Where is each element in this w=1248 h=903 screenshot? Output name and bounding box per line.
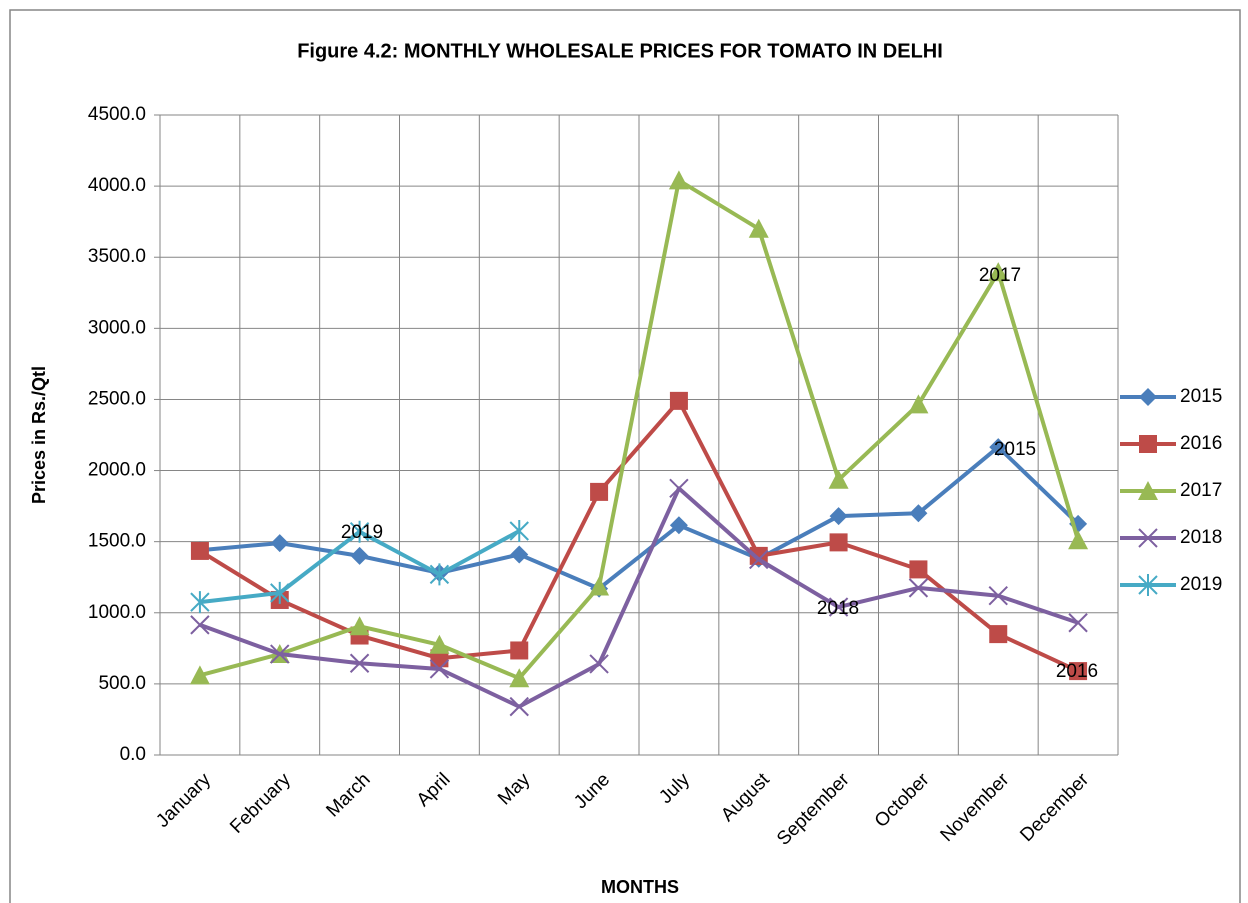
annotation: 2018 xyxy=(817,598,859,619)
point xyxy=(190,541,209,560)
y-axis-label: Prices in Rs./Qtl xyxy=(29,366,49,504)
y-tick-label: 3000.0 xyxy=(88,317,146,338)
y-tick-label: 1000.0 xyxy=(88,602,146,623)
series-line xyxy=(199,445,1080,591)
point xyxy=(1068,613,1088,633)
point xyxy=(349,653,370,673)
point xyxy=(509,696,529,717)
point xyxy=(510,545,529,564)
point xyxy=(909,560,928,579)
point xyxy=(829,507,848,526)
point xyxy=(909,504,928,523)
legend-label: 2017 xyxy=(1180,480,1222,501)
point xyxy=(589,654,609,674)
annotation: 2019 xyxy=(341,522,383,543)
y-tick-label: 4500.0 xyxy=(88,104,146,125)
point xyxy=(749,549,769,570)
point xyxy=(669,478,689,499)
point xyxy=(988,262,1009,282)
legend-marker xyxy=(1139,388,1157,406)
y-tick-label: 2000.0 xyxy=(88,460,146,481)
legend-marker xyxy=(1138,481,1158,500)
point xyxy=(509,520,529,542)
point xyxy=(510,641,529,660)
point xyxy=(189,665,210,685)
point xyxy=(429,659,450,679)
y-tick-label: 2500.0 xyxy=(88,388,146,409)
point xyxy=(589,576,610,596)
legend-marker xyxy=(1138,528,1158,548)
point xyxy=(828,469,849,489)
point xyxy=(270,644,290,664)
point xyxy=(829,533,848,552)
y-tick-label: 1500.0 xyxy=(88,531,146,552)
point xyxy=(988,586,1008,606)
legend-label: 2019 xyxy=(1180,574,1222,595)
point xyxy=(1069,662,1088,681)
annotation: 2015 xyxy=(994,439,1036,460)
point xyxy=(429,563,450,586)
series-line xyxy=(199,178,1080,681)
point xyxy=(989,625,1008,644)
y-tick-label: 0.0 xyxy=(120,744,146,765)
legend-label: 2016 xyxy=(1180,433,1222,454)
point xyxy=(908,394,929,414)
point xyxy=(429,634,450,654)
y-tick-label: 4000.0 xyxy=(88,175,146,196)
point xyxy=(430,649,449,668)
annotation: 2016 xyxy=(1056,661,1098,682)
chart-title: Figure 4.2: MONTHLY WHOLESALE PRICES FOR… xyxy=(297,40,943,62)
annotation: 2017 xyxy=(979,265,1021,286)
point xyxy=(1068,530,1089,550)
legend-marker xyxy=(1138,574,1158,596)
point xyxy=(349,520,370,543)
point xyxy=(590,482,609,501)
point xyxy=(748,218,769,238)
point xyxy=(828,597,849,617)
legend-marker xyxy=(1139,435,1157,453)
point xyxy=(989,438,1008,457)
x-axis-label: MONTHS xyxy=(601,877,679,897)
legend-label: 2018 xyxy=(1180,527,1222,548)
point xyxy=(908,578,929,598)
y-tick-label: 3500.0 xyxy=(88,246,146,267)
point xyxy=(190,615,210,635)
legend-label: 2015 xyxy=(1180,386,1222,407)
y-tick-label: 500.0 xyxy=(98,673,146,694)
point xyxy=(350,546,369,565)
point xyxy=(669,391,688,410)
series-line xyxy=(199,486,1079,709)
point xyxy=(349,616,370,636)
point xyxy=(190,591,210,614)
point xyxy=(270,581,290,604)
point xyxy=(509,668,530,688)
point xyxy=(270,534,289,553)
point xyxy=(669,516,688,535)
point xyxy=(668,170,689,190)
